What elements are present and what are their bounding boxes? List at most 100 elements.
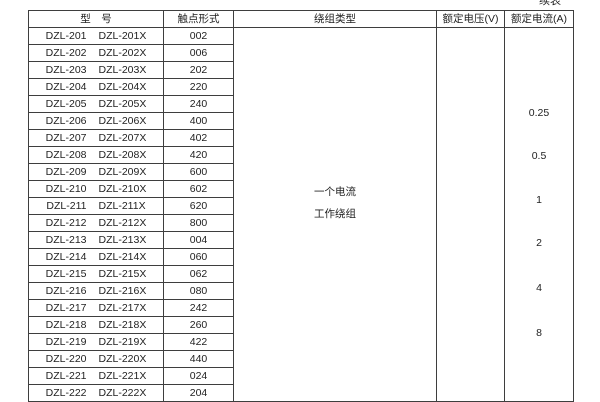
model-base: DZL-215 <box>45 268 87 280</box>
model-pair: DZL-221 DZL-221X <box>30 369 163 384</box>
contact-form-cell: 202 <box>163 61 234 79</box>
winding-type-line: 工作绕组 <box>314 208 356 220</box>
contact-form-cell: 242 <box>163 299 234 317</box>
winding-type-line: 一个电流 <box>314 186 356 198</box>
contact-form-cell: 600 <box>163 163 234 181</box>
model-x-variant: DZL-207X <box>98 132 147 144</box>
contact-form-cell: 260 <box>163 316 234 334</box>
contact-form-cell: 400 <box>163 112 234 130</box>
model-pair: DZL-220 DZL-220X <box>30 352 163 367</box>
model-cell: DZL-210 DZL-210X <box>28 180 164 198</box>
col-header-model: 型 号 <box>28 10 164 28</box>
contact-form-cell: 420 <box>163 146 234 164</box>
model-x-variant: DZL-219X <box>98 336 147 348</box>
model-pair: DZL-201 DZL-201X <box>30 29 163 44</box>
contact-form-cell: 440 <box>163 350 234 368</box>
col-header-contact-form: 触点形式 <box>163 10 234 28</box>
contact-form-cell: 024 <box>163 367 234 385</box>
model-x-variant: DZL-214X <box>98 251 147 263</box>
col-header-rated-current: 额定电流(A) <box>504 10 574 28</box>
model-pair: DZL-203 DZL-203X <box>30 63 163 78</box>
contact-form-cell: 240 <box>163 95 234 113</box>
model-cell: DZL-211 DZL-211X <box>28 197 164 215</box>
model-pair: DZL-213 DZL-213X <box>30 233 163 248</box>
model-x-variant: DZL-206X <box>98 115 147 127</box>
model-pair: DZL-205 DZL-205X <box>30 97 163 112</box>
model-cell: DZL-208 DZL-208X <box>28 146 164 164</box>
table-row: DZL-201 DZL-201X 002 一个电流 工作绕组 0.25 0.5 1 2 4 8 <box>28 27 574 402</box>
rated-current-value: 0.5 <box>531 150 547 162</box>
model-x-variant: DZL-217X <box>98 302 147 314</box>
model-cell: DZL-215 DZL-215X <box>28 265 164 283</box>
model-pair: DZL-202 DZL-202X <box>30 46 163 61</box>
model-x-variant: DZL-204X <box>98 81 147 93</box>
table-row: DZL-222 DZL-222X 204 <box>28 384 574 402</box>
table-row: DZL-211 DZL-211X 620 <box>28 197 574 215</box>
table-row: DZL-219 DZL-219X 422 <box>28 333 574 351</box>
contact-form-cell: 220 <box>163 78 234 96</box>
model-pair: DZL-218 DZL-218X <box>30 318 163 333</box>
col-header-rated-voltage: 额定电压(V) <box>436 10 505 28</box>
rated-current-value: 8 <box>536 327 542 339</box>
model-base: DZL-212 <box>45 217 87 229</box>
model-cell: DZL-204 DZL-204X <box>28 78 164 96</box>
table-row: DZL-207 DZL-207X 402 <box>28 129 574 147</box>
contact-form-cell: 080 <box>163 282 234 300</box>
model-x-variant: DZL-220X <box>98 353 147 365</box>
model-base: DZL-204 <box>45 81 87 93</box>
contact-form-cell: 060 <box>163 248 234 266</box>
model-x-variant: DZL-202X <box>98 47 147 59</box>
model-cell: DZL-201 DZL-201X <box>28 27 164 45</box>
model-cell: DZL-218 DZL-218X <box>28 316 164 334</box>
table-row: DZL-221 DZL-221X 024 <box>28 367 574 385</box>
model-x-variant: DZL-205X <box>98 98 147 110</box>
table-row: DZL-216 DZL-216X 080 <box>28 282 574 300</box>
contact-form-cell: 004 <box>163 231 234 249</box>
model-pair: DZL-210 DZL-210X <box>30 182 163 197</box>
model-x-variant: DZL-218X <box>98 319 147 331</box>
model-base: DZL-217 <box>45 302 87 314</box>
model-pair: DZL-219 DZL-219X <box>30 335 163 350</box>
model-base: DZL-216 <box>45 285 87 297</box>
model-x-variant: DZL-209X <box>98 166 147 178</box>
table-row: DZL-205 DZL-205X 240 <box>28 95 574 113</box>
table-row: DZL-218 DZL-218X 260 <box>28 316 574 334</box>
model-x-variant: DZL-201X <box>98 30 147 42</box>
model-cell: DZL-220 DZL-220X <box>28 350 164 368</box>
model-cell: DZL-213 DZL-213X <box>28 231 164 249</box>
contact-form-cell: 062 <box>163 265 234 283</box>
model-pair: DZL-215 DZL-215X <box>30 267 163 282</box>
model-base: DZL-221 <box>45 370 87 382</box>
model-cell: DZL-205 DZL-205X <box>28 95 164 113</box>
model-base: DZL-222 <box>45 387 87 399</box>
rated-current-value: 4 <box>536 282 542 294</box>
model-cell: DZL-207 DZL-207X <box>28 129 164 147</box>
model-pair: DZL-212 DZL-212X <box>30 216 163 231</box>
table-row: DZL-217 DZL-217X 242 <box>28 299 574 317</box>
model-base: DZL-202 <box>45 47 87 59</box>
model-base: DZL-214 <box>45 251 87 263</box>
rated-current-cell: 0.25 0.5 1 2 4 8 <box>504 27 574 402</box>
model-cell: DZL-212 DZL-212X <box>28 214 164 232</box>
model-pair: DZL-216 DZL-216X <box>30 284 163 299</box>
model-pair: DZL-204 DZL-204X <box>30 80 163 95</box>
model-cell: DZL-217 DZL-217X <box>28 299 164 317</box>
contact-form-cell: 204 <box>163 384 234 402</box>
table-row: DZL-215 DZL-215X 062 <box>28 265 574 283</box>
rated-current-value: 0.25 <box>528 107 550 119</box>
model-x-variant: DZL-211X <box>98 200 146 212</box>
model-x-variant: DZL-212X <box>98 217 147 229</box>
model-base: DZL-210 <box>45 183 87 195</box>
model-base: DZL-203 <box>45 64 87 76</box>
contact-form-cell: 422 <box>163 333 234 351</box>
model-cell: DZL-206 DZL-206X <box>28 112 164 130</box>
model-base: DZL-219 <box>45 336 87 348</box>
contact-form-cell: 402 <box>163 129 234 147</box>
model-pair: DZL-214 DZL-214X <box>30 250 163 265</box>
model-x-variant: DZL-215X <box>98 268 147 280</box>
rated-voltage-cell <box>436 27 505 402</box>
contact-form-cell: 002 <box>163 27 234 45</box>
model-cell: DZL-202 DZL-202X <box>28 44 164 62</box>
table-header-row: 型 号 触点形式 绕组类型 额定电压(V) 额定电流(A) <box>28 10 574 28</box>
model-cell: DZL-222 DZL-222X <box>28 384 164 402</box>
